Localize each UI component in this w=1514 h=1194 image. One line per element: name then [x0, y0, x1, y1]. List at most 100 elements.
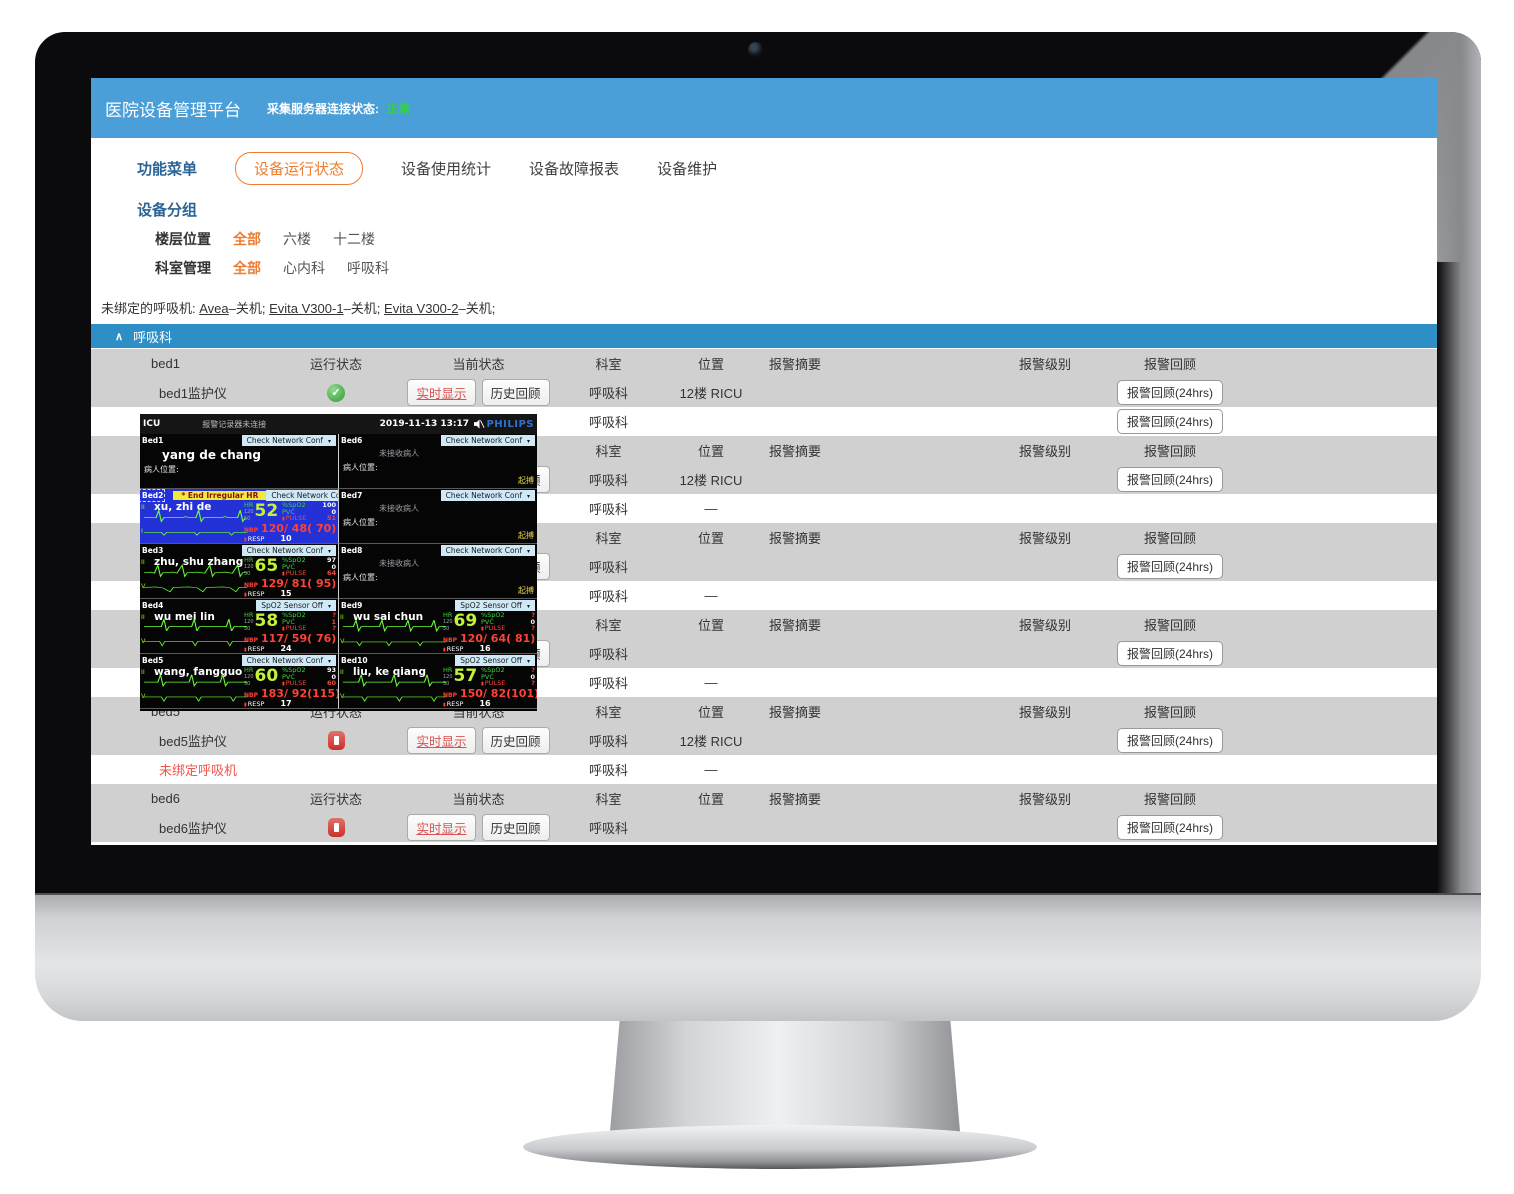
- device-name: bed1监护仪: [159, 386, 227, 401]
- spo2-value: ?: [531, 611, 535, 619]
- patient-name: wu mei lin: [154, 611, 215, 623]
- device-dept: 呼吸科: [588, 763, 628, 778]
- unbound-link-avea[interactable]: Avea: [199, 301, 229, 316]
- pulse-value: ?: [332, 624, 336, 632]
- device-loc: 12楼 RICU: [679, 473, 743, 488]
- unbound-link-evita1[interactable]: Evita V300-1: [269, 301, 344, 316]
- pvc-value: 0: [331, 507, 336, 516]
- ecg-waveforms: II V: [140, 558, 248, 598]
- app-header: 医院设备管理平台 采集服务器连接状态: 正常: [91, 78, 1437, 138]
- hr-label: HR: [244, 501, 254, 509]
- bed-id: Bed5: [142, 655, 164, 665]
- alarm-review-24h-button[interactable]: 报警回顾(24hrs): [1116, 641, 1223, 666]
- history-review-button[interactable]: 历史回顾: [481, 727, 550, 754]
- history-review-button[interactable]: 历史回顾: [481, 379, 550, 406]
- running-status-icon: [327, 383, 345, 402]
- monitor-row: bed5监护仪 实时显示 历史回顾 呼吸科 12楼 RICU 报警回顾(24hrs…: [91, 726, 1437, 755]
- network-conf-dropdown[interactable]: Check Network Conf: [241, 434, 336, 446]
- alarm-review-24h-button[interactable]: 报警回顾(24hrs): [1116, 380, 1223, 405]
- device-dept: 呼吸科: [588, 647, 628, 662]
- unbound-suffix: –关机;: [228, 301, 266, 316]
- alarm-review-24h-button[interactable]: 报警回顾(24hrs): [1116, 815, 1223, 840]
- lead-label: II: [141, 668, 145, 676]
- history-review-button[interactable]: 历史回顾: [481, 814, 550, 841]
- network-conf-dropdown[interactable]: Check Network Conf: [266, 489, 338, 501]
- lead-label: V: [141, 692, 146, 700]
- nbp-label: NBP: [443, 692, 457, 699]
- alarm-review-24h-button[interactable]: 报警回顾(24hrs): [1116, 409, 1223, 434]
- nbp-value: 117/ 59( 76): [261, 632, 337, 645]
- col-review: 报警回顾: [1143, 792, 1196, 807]
- nav-row: 功能菜单 设备运行状态 设备使用统计 设备故障报表 设备维护: [137, 152, 1437, 185]
- ward-label: ICU: [143, 419, 161, 429]
- spo2-sensor-off-dropdown[interactable]: SpO2 Sensor Off: [256, 599, 336, 611]
- hr-high-limit: 120: [244, 509, 254, 515]
- network-conf-dropdown[interactable]: Check Network Conf: [241, 654, 336, 666]
- hr-low-limit: 50: [244, 571, 251, 577]
- col-review: 报警回顾: [1143, 531, 1196, 546]
- pulse-label: PULSE: [282, 570, 307, 578]
- pulse-label: PULSE: [282, 625, 307, 633]
- patient-name: wang, fangguo: [154, 666, 243, 678]
- device-loc: 12楼 RICU: [679, 734, 743, 749]
- spo2-sensor-off-dropdown[interactable]: SpO2 Sensor Off: [455, 654, 535, 666]
- collapse-icon[interactable]: [115, 330, 123, 343]
- network-conf-dropdown[interactable]: Check Network Conf: [440, 544, 535, 556]
- bed-cell-2: Bed2 * End Irregular HR Check Network Co…: [140, 489, 338, 544]
- spo2-value: 93: [326, 666, 336, 674]
- bed-id: Bed2: [140, 489, 166, 502]
- tab-device-usage-stats[interactable]: 设备使用统计: [401, 161, 492, 178]
- bed-name: bed1: [151, 356, 180, 371]
- device-loc: —: [704, 675, 718, 690]
- hr-high-limit: 120: [244, 674, 254, 680]
- pulse-value: ?: [531, 679, 535, 687]
- pulse-label: PULSE: [481, 625, 506, 633]
- alarm-review-24h-button[interactable]: 报警回顾(24hrs): [1116, 554, 1223, 579]
- patient-location-label: 病人位置:: [343, 518, 378, 527]
- col-loc: 位置: [697, 792, 724, 807]
- resp-value: 15: [280, 589, 292, 598]
- pvc-label: PVC: [481, 617, 494, 626]
- bed-id: Bed4: [142, 600, 164, 610]
- network-conf-dropdown[interactable]: Check Network Conf: [241, 544, 336, 556]
- device-dept: 呼吸科: [588, 821, 628, 836]
- device-dept: 呼吸科: [588, 676, 628, 691]
- filter-floor-all[interactable]: 全部: [233, 231, 261, 247]
- spo2-sensor-off-dropdown[interactable]: SpO2 Sensor Off: [455, 599, 535, 611]
- no-patient-message: 未接收病人: [379, 449, 419, 458]
- hr-low-limit: 50: [443, 626, 450, 632]
- live-view-button[interactable]: 实时显示: [407, 379, 476, 406]
- nbp-value: 183/ 92(115): [261, 687, 338, 700]
- col-summary: 报警摘要: [769, 531, 822, 546]
- col-summary: 报警摘要: [769, 357, 822, 372]
- col-current: 当前状态: [452, 357, 505, 372]
- device-dept: 呼吸科: [588, 734, 628, 749]
- bed-cell-7: Bed7 Check Network Conf 未接收病人 病人位置: 起搏: [338, 489, 537, 544]
- filter-dept-cardiology[interactable]: 心内科: [283, 260, 325, 276]
- live-view-button[interactable]: 实时显示: [407, 727, 476, 754]
- tab-device-maintenance[interactable]: 设备维护: [657, 161, 718, 178]
- filter-floor: 楼层位置 全部 六楼 十二楼: [155, 229, 1437, 249]
- filter-dept-respiratory[interactable]: 呼吸科: [347, 260, 389, 276]
- device-dept: 呼吸科: [588, 502, 628, 517]
- lead-label: V: [340, 692, 345, 700]
- bed-cell-4: Bed4 SpO2 Sensor Off wu mei lin II V HR1…: [140, 599, 338, 654]
- ecg-waveforms: II V: [339, 613, 447, 653]
- tab-device-fault-report[interactable]: 设备故障报表: [529, 161, 620, 178]
- pulse-value: 51: [326, 514, 336, 522]
- network-conf-dropdown[interactable]: Check Network Conf: [440, 489, 535, 501]
- device-group-title: 设备分组: [137, 202, 198, 219]
- filter-dept-all[interactable]: 全部: [233, 260, 261, 276]
- hr-value: 57: [453, 666, 478, 686]
- network-conf-dropdown[interactable]: Check Network Conf: [440, 434, 535, 446]
- filter-floor-6[interactable]: 六楼: [283, 231, 311, 247]
- nbp-label: NBP: [244, 527, 258, 534]
- alarm-review-24h-button[interactable]: 报警回顾(24hrs): [1116, 728, 1223, 753]
- section-bar-respiratory[interactable]: 呼吸科: [91, 324, 1437, 348]
- filter-floor-12[interactable]: 十二楼: [333, 231, 375, 247]
- tab-device-run-status[interactable]: 设备运行状态: [235, 152, 364, 185]
- alarm-review-24h-button[interactable]: 报警回顾(24hrs): [1116, 467, 1223, 492]
- unbound-link-evita2[interactable]: Evita V300-2: [384, 301, 459, 316]
- recorder-status: 报警记录器未连接: [202, 419, 267, 429]
- live-view-button[interactable]: 实时显示: [407, 814, 476, 841]
